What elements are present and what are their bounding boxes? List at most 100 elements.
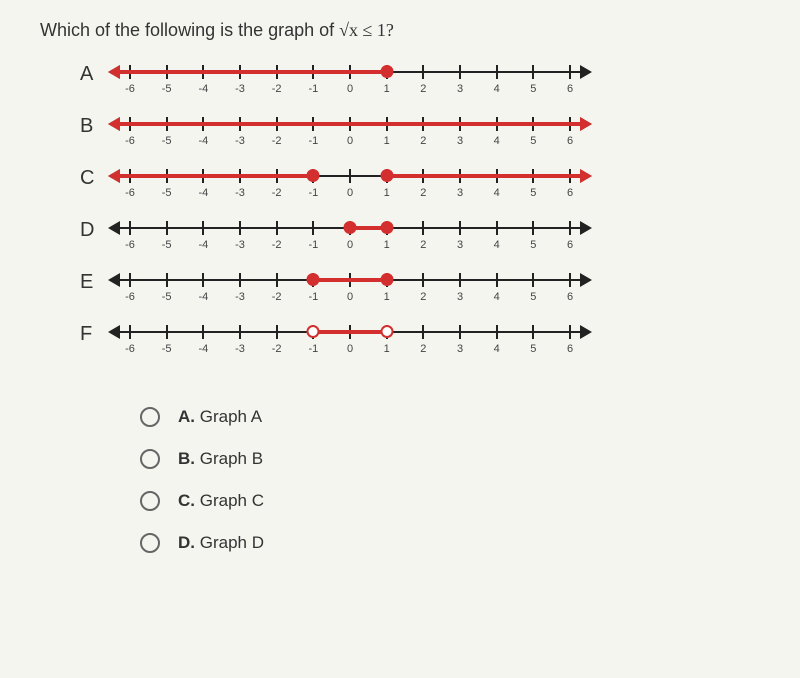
tick-label: 3 [457,343,463,355]
tick [532,221,534,235]
tick-label: 3 [457,187,463,199]
tick-label: -1 [308,291,318,303]
tick-label: 4 [494,239,500,251]
tick-label: -6 [125,135,135,147]
tick-label: -2 [272,187,282,199]
tick [422,325,424,339]
highlight-segment [313,278,386,282]
answer-label: Graph B [200,449,263,468]
answer-option-a[interactable]: A. Graph A [140,407,760,427]
arrow-right-icon [580,325,592,339]
tick-label: -3 [235,83,245,95]
tick-label: -5 [162,343,172,355]
highlight-arrow-right-icon [580,117,592,131]
endpoint [380,65,393,78]
answer-letter: A. [178,407,200,426]
tick-label: 6 [567,239,573,251]
tick [459,325,461,339]
tick-label: -6 [125,239,135,251]
highlight-segment [118,174,313,178]
tick-label: 0 [347,187,353,199]
tick-label: 4 [494,343,500,355]
tick-label: 1 [384,135,390,147]
tick [276,221,278,235]
tick-label: 1 [384,83,390,95]
tick [166,273,168,287]
arrow-left-icon [108,273,120,287]
tick [276,325,278,339]
tick [166,221,168,235]
highlight-arrow-left-icon [108,169,120,183]
endpoint [380,273,393,286]
tick [569,221,571,235]
tick-label: 4 [494,83,500,95]
tick-label: -3 [235,239,245,251]
tick-label: 5 [530,135,536,147]
answer-text: D. Graph D [178,533,264,553]
answer-text: C. Graph C [178,491,264,511]
tick-label: -5 [162,291,172,303]
tick [459,221,461,235]
radio-icon[interactable] [140,491,160,511]
answer-option-b[interactable]: B. Graph B [140,449,760,469]
tick-label: -1 [308,83,318,95]
radio-icon[interactable] [140,449,160,469]
endpoint [380,221,393,234]
answer-text: A. Graph A [178,407,262,427]
arrow-right-icon [580,65,592,79]
tick [239,325,241,339]
numberline: -6-5-4-3-2-10123456 [110,269,590,309]
tick-label: -6 [125,187,135,199]
tick-label: -6 [125,343,135,355]
tick [166,325,168,339]
tick-label: 0 [347,239,353,251]
tick-label: 0 [347,343,353,355]
tick-label: 2 [420,135,426,147]
tick [239,221,241,235]
tick-label: -6 [125,83,135,95]
highlight-segment [313,330,386,334]
tick-label: -2 [272,291,282,303]
tick-label: -6 [125,291,135,303]
tick-label: -3 [235,291,245,303]
graph-label: D [80,217,110,242]
highlight-arrow-right-icon [580,169,592,183]
answer-option-c[interactable]: C. Graph C [140,491,760,511]
tick-label: 3 [457,135,463,147]
tick-label: 0 [347,83,353,95]
numberline: -6-5-4-3-2-10123456 [110,217,590,257]
tick-label: 3 [457,291,463,303]
tick [422,273,424,287]
graph-label: E [80,269,110,294]
tick [312,221,314,235]
tick-label: 1 [384,343,390,355]
tick [532,65,534,79]
tick-label: -4 [198,291,208,303]
radio-icon[interactable] [140,533,160,553]
tick-label: 4 [494,291,500,303]
tick-label: 0 [347,135,353,147]
tick-label: 6 [567,291,573,303]
tick-label: 1 [384,291,390,303]
radio-icon[interactable] [140,407,160,427]
tick-label: 3 [457,83,463,95]
tick-label: 2 [420,239,426,251]
tick [496,325,498,339]
answer-option-d[interactable]: D. Graph D [140,533,760,553]
arrow-right-icon [580,273,592,287]
tick-label: 6 [567,83,573,95]
endpoint [307,169,320,182]
answer-text: B. Graph B [178,449,263,469]
highlight-segment [118,122,582,126]
endpoint [307,325,320,338]
tick [532,325,534,339]
arrow-left-icon [108,221,120,235]
tick-label: 5 [530,187,536,199]
tick [239,273,241,287]
tick-label: -1 [308,187,318,199]
tick [129,273,131,287]
tick [422,221,424,235]
tick [569,273,571,287]
endpoint [380,169,393,182]
answer-options: A. Graph A B. Graph B C. Graph C D. Graph D [140,407,760,553]
